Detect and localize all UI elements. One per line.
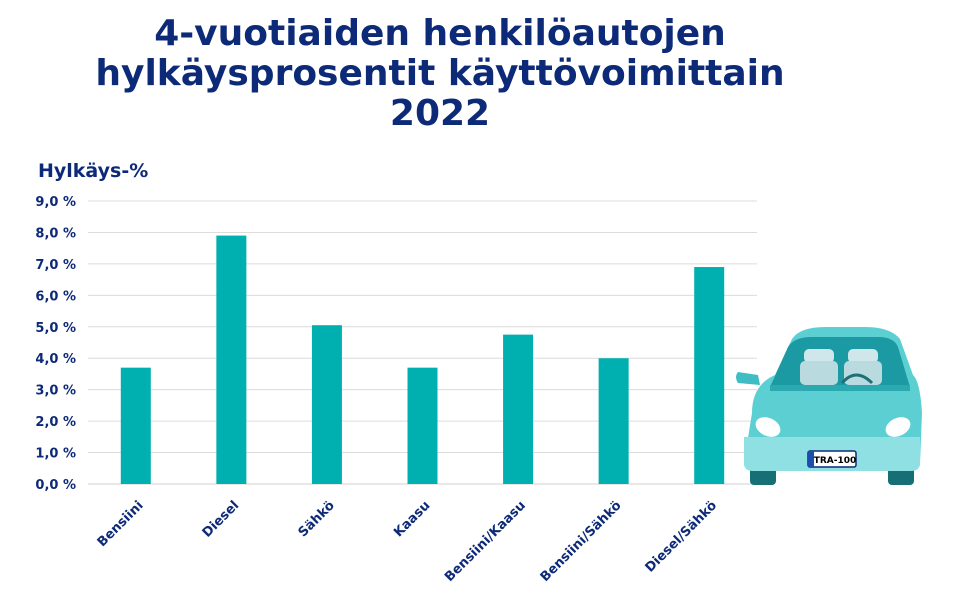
bar [120,367,151,484]
bar [694,267,725,484]
x-tick-label: Kaasu [391,498,433,540]
y-tick-label: 9,0 % [35,195,76,210]
bar-chart: 0,0 % 1,0 % 2,0 % 3,0 % 4,0 % 5,0 % 6,0 % 7,0 %… [35,195,757,585]
y-tick-label: 3,0 % [35,384,76,399]
bar [598,358,629,484]
x-tick-label: Diesel/Sähkö [643,498,720,575]
y-tick-label: 5,0 % [35,321,76,336]
car-icon: TRA-100 [736,327,922,485]
x-tick-label: Bensiini [95,498,147,550]
license-plate-text: TRA-100 [814,456,857,466]
x-tick-label: Bensiini/Sähkö [538,498,625,585]
bar [503,334,534,484]
y-tick-label: 7,0 % [35,258,76,273]
y-axis-label: Hylkäys-% [38,160,149,182]
y-tick-label: 8,0 % [35,226,76,241]
bar [216,235,247,484]
bar [407,367,438,484]
y-tick-label: 1,0 % [35,447,76,462]
title-line-3: 2022 [389,93,491,134]
x-tick-label: Bensiini/Kaasu [442,498,529,585]
title-line-1: 4-vuotiaiden henkilöautojen [154,13,726,54]
chart-title: 4-vuotiaiden henkilöautojen hylkäysprose… [0,14,880,134]
y-tick-label: 0,0 % [35,478,76,493]
y-tick-label: 2,0 % [35,415,76,430]
title-line-2: hylkäysprosentit käyttövoimittain [95,53,785,94]
x-tick-label: Diesel [200,498,242,540]
y-tick-label: 6,0 % [35,289,76,304]
y-tick-label: 4,0 % [35,352,76,367]
bar [311,325,342,484]
x-tick-label: Sähkö [296,498,338,540]
